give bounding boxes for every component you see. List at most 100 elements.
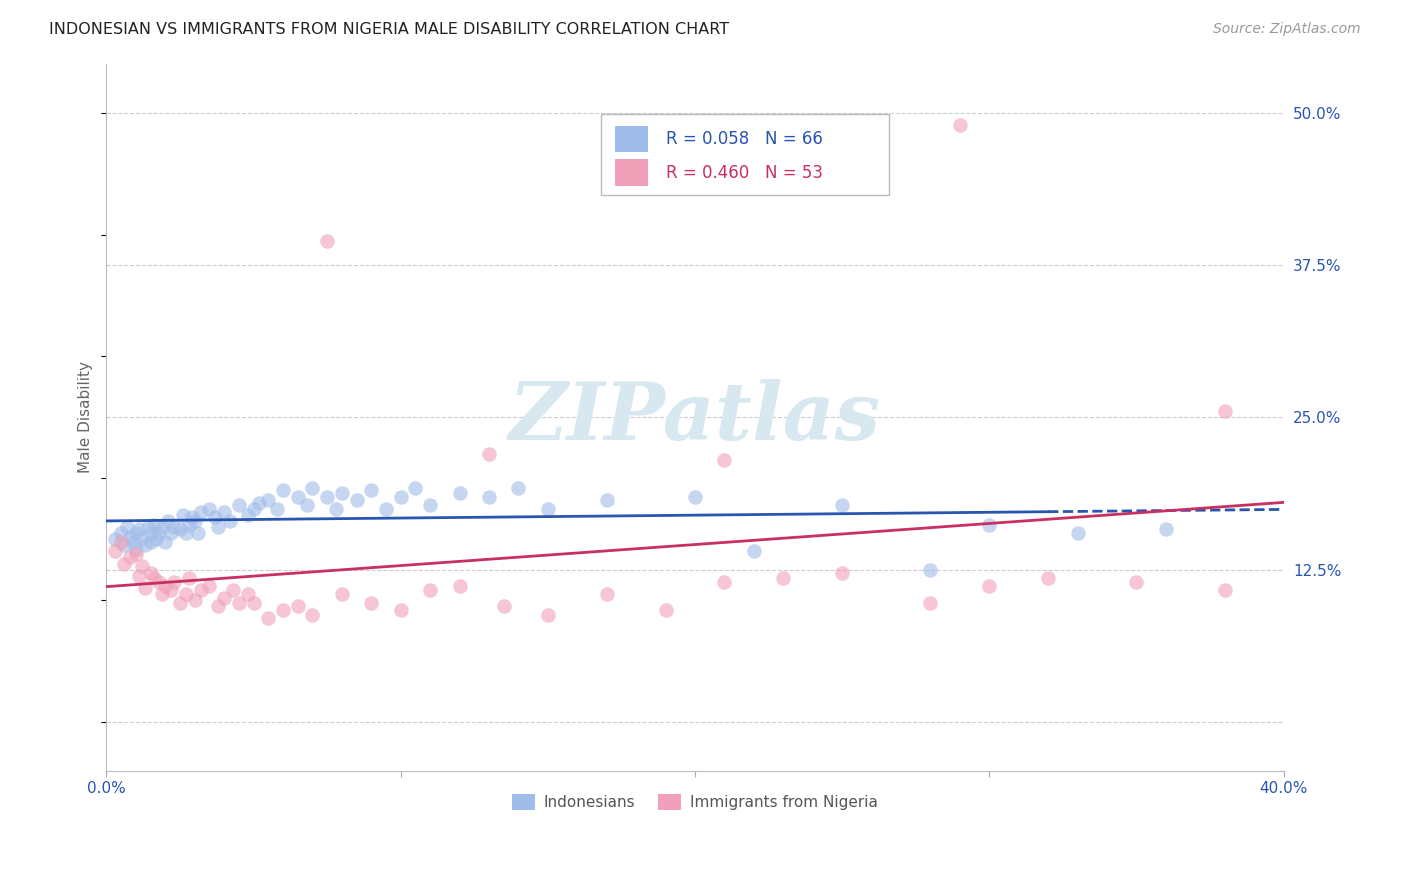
Point xyxy=(177,517,200,532)
Point xyxy=(184,593,207,607)
Point xyxy=(131,532,153,546)
Point xyxy=(187,526,209,541)
Point xyxy=(190,583,212,598)
Point xyxy=(713,574,735,589)
Point xyxy=(330,486,353,500)
Point xyxy=(155,534,177,549)
Point xyxy=(257,493,280,508)
Point xyxy=(172,508,194,522)
Point xyxy=(316,490,339,504)
Point xyxy=(325,501,347,516)
Point xyxy=(228,498,250,512)
Point xyxy=(389,490,412,504)
Point xyxy=(831,566,853,581)
Text: R = 0.460   N = 53: R = 0.460 N = 53 xyxy=(665,164,823,182)
Point xyxy=(150,520,173,534)
Point xyxy=(449,486,471,500)
Point xyxy=(360,596,382,610)
Point xyxy=(249,496,271,510)
Point xyxy=(236,508,259,522)
Point xyxy=(184,514,207,528)
Point xyxy=(713,453,735,467)
Point xyxy=(979,578,1001,592)
Point xyxy=(596,587,619,601)
Text: Source: ZipAtlas.com: Source: ZipAtlas.com xyxy=(1213,22,1361,37)
Point xyxy=(537,501,560,516)
Text: ZIPatlas: ZIPatlas xyxy=(509,378,882,456)
Point xyxy=(449,578,471,592)
Point xyxy=(492,599,515,614)
Point xyxy=(134,538,156,552)
Point xyxy=(271,483,294,498)
Point xyxy=(212,591,235,605)
Point xyxy=(118,550,141,565)
Point xyxy=(242,596,264,610)
FancyBboxPatch shape xyxy=(614,126,648,153)
Point xyxy=(287,490,309,504)
Point xyxy=(1036,571,1059,585)
Point xyxy=(1213,404,1236,418)
Point xyxy=(125,526,148,541)
Point xyxy=(198,578,221,592)
Point xyxy=(169,596,191,610)
Point xyxy=(148,574,170,589)
Point xyxy=(145,532,167,546)
Point xyxy=(920,596,942,610)
Point xyxy=(104,544,127,558)
Point xyxy=(222,583,245,598)
Point xyxy=(287,599,309,614)
Point xyxy=(375,501,398,516)
Point xyxy=(219,514,242,528)
Point xyxy=(160,583,183,598)
Point xyxy=(139,534,162,549)
Point xyxy=(346,493,368,508)
Point xyxy=(104,532,127,546)
Point xyxy=(772,571,794,585)
Point xyxy=(125,541,148,556)
Point xyxy=(257,611,280,625)
Point xyxy=(330,587,353,601)
Text: INDONESIAN VS IMMIGRANTS FROM NIGERIA MALE DISABILITY CORRELATION CHART: INDONESIAN VS IMMIGRANTS FROM NIGERIA MA… xyxy=(49,22,730,37)
Point xyxy=(157,514,180,528)
Point xyxy=(155,578,177,592)
Point xyxy=(419,583,441,598)
Y-axis label: Male Disability: Male Disability xyxy=(79,361,93,474)
Point xyxy=(389,603,412,617)
Point xyxy=(683,490,706,504)
Point xyxy=(180,510,202,524)
Point xyxy=(831,498,853,512)
Point xyxy=(198,501,221,516)
Point xyxy=(115,520,138,534)
Point xyxy=(128,568,150,582)
Point xyxy=(160,526,183,541)
FancyBboxPatch shape xyxy=(614,160,648,186)
Point xyxy=(508,481,530,495)
Point xyxy=(949,118,972,132)
Point xyxy=(316,234,339,248)
Point xyxy=(236,587,259,601)
Point xyxy=(1125,574,1147,589)
Point xyxy=(174,587,197,601)
Point xyxy=(242,501,264,516)
Point xyxy=(478,447,501,461)
Point xyxy=(112,538,135,552)
Point xyxy=(271,603,294,617)
Point xyxy=(142,571,165,585)
Point xyxy=(128,523,150,537)
Point xyxy=(212,505,235,519)
Point xyxy=(174,526,197,541)
Legend: Indonesians, Immigrants from Nigeria: Indonesians, Immigrants from Nigeria xyxy=(506,788,884,816)
Point xyxy=(419,498,441,512)
Point xyxy=(122,534,145,549)
Point xyxy=(207,599,229,614)
Point xyxy=(148,526,170,541)
Point xyxy=(163,520,186,534)
Point xyxy=(150,587,173,601)
Point xyxy=(112,557,135,571)
Point xyxy=(301,481,323,495)
Point xyxy=(295,498,318,512)
Point xyxy=(110,534,132,549)
Point xyxy=(177,571,200,585)
Point xyxy=(134,581,156,595)
Point xyxy=(142,517,165,532)
